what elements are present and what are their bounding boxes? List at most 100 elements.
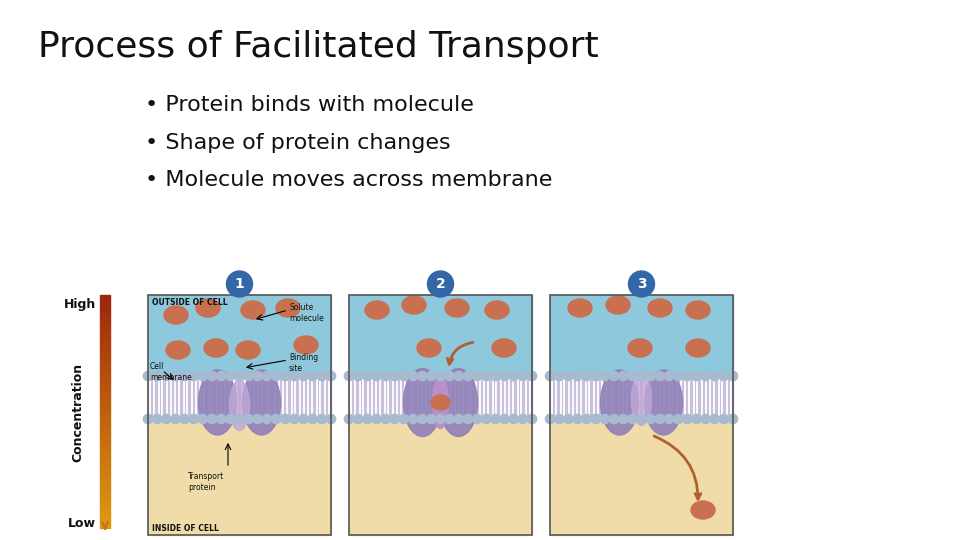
Circle shape (545, 415, 555, 423)
Circle shape (427, 372, 436, 381)
Circle shape (180, 372, 189, 381)
Circle shape (472, 372, 482, 381)
Bar (100, 427, 110, 431)
Text: Concentration: Concentration (71, 362, 84, 462)
Bar (100, 489, 110, 493)
Circle shape (326, 415, 335, 423)
Circle shape (518, 415, 527, 423)
Bar (550, 295, 733, 375)
Circle shape (472, 372, 482, 381)
Circle shape (189, 372, 199, 381)
Bar (100, 307, 110, 310)
Bar (100, 295, 110, 299)
Circle shape (217, 372, 226, 381)
Bar (100, 330, 110, 334)
Circle shape (153, 415, 161, 423)
Bar (100, 509, 110, 512)
Circle shape (600, 415, 610, 423)
Circle shape (518, 415, 527, 423)
Circle shape (280, 372, 290, 381)
Circle shape (290, 372, 299, 381)
Circle shape (564, 372, 573, 381)
Ellipse shape (606, 296, 630, 314)
Circle shape (555, 415, 564, 423)
Circle shape (290, 415, 299, 423)
Circle shape (226, 372, 235, 381)
Circle shape (618, 372, 628, 381)
Bar (100, 512, 110, 516)
Ellipse shape (644, 370, 683, 435)
Circle shape (591, 415, 600, 423)
Bar (100, 458, 110, 462)
Circle shape (436, 372, 445, 381)
Bar (100, 497, 110, 501)
Circle shape (235, 372, 244, 381)
Circle shape (491, 372, 500, 381)
Circle shape (472, 415, 482, 423)
Circle shape (509, 372, 518, 381)
Bar (100, 466, 110, 470)
Bar (100, 450, 110, 454)
Circle shape (353, 372, 363, 381)
Text: INSIDE OF CELL: INSIDE OF CELL (152, 524, 219, 533)
Circle shape (226, 372, 235, 381)
Text: 2: 2 (436, 277, 445, 291)
Circle shape (683, 372, 692, 381)
Circle shape (262, 415, 272, 423)
Bar (100, 470, 110, 474)
Text: • Protein binds with molecule: • Protein binds with molecule (145, 95, 474, 115)
Circle shape (381, 415, 390, 423)
Bar (100, 485, 110, 489)
Bar (100, 381, 110, 384)
Circle shape (582, 415, 591, 423)
Circle shape (280, 415, 290, 423)
Circle shape (199, 415, 207, 423)
Circle shape (290, 372, 299, 381)
Circle shape (518, 372, 527, 381)
Bar (100, 342, 110, 346)
Bar (100, 423, 110, 427)
Circle shape (500, 415, 509, 423)
Text: • Shape of protein changes: • Shape of protein changes (145, 133, 450, 153)
Circle shape (171, 372, 180, 381)
Circle shape (207, 415, 217, 423)
Circle shape (162, 372, 171, 381)
Circle shape (518, 372, 527, 381)
Ellipse shape (445, 299, 469, 317)
Circle shape (189, 415, 199, 423)
Circle shape (253, 415, 262, 423)
Circle shape (600, 372, 610, 381)
Bar (100, 326, 110, 330)
Ellipse shape (417, 339, 441, 357)
Bar (100, 318, 110, 322)
Circle shape (427, 415, 436, 423)
Circle shape (674, 415, 683, 423)
Circle shape (629, 271, 655, 297)
Circle shape (345, 372, 353, 381)
Bar (100, 443, 110, 447)
Circle shape (409, 415, 418, 423)
Circle shape (199, 372, 207, 381)
Bar (100, 396, 110, 400)
Circle shape (308, 372, 317, 381)
Circle shape (454, 372, 464, 381)
Circle shape (171, 372, 180, 381)
Circle shape (399, 415, 408, 423)
Bar (550, 295, 733, 535)
Text: Transport
protein: Transport protein (188, 472, 225, 492)
Circle shape (143, 372, 153, 381)
Circle shape (436, 415, 445, 423)
Circle shape (381, 415, 390, 423)
Circle shape (153, 372, 161, 381)
Circle shape (664, 372, 674, 381)
Bar (100, 373, 110, 376)
Bar (100, 346, 110, 349)
Circle shape (363, 372, 372, 381)
Circle shape (701, 372, 710, 381)
Circle shape (692, 372, 701, 381)
Circle shape (418, 372, 426, 381)
Circle shape (207, 372, 217, 381)
Circle shape (345, 415, 353, 423)
Bar (100, 431, 110, 435)
Circle shape (372, 415, 381, 423)
